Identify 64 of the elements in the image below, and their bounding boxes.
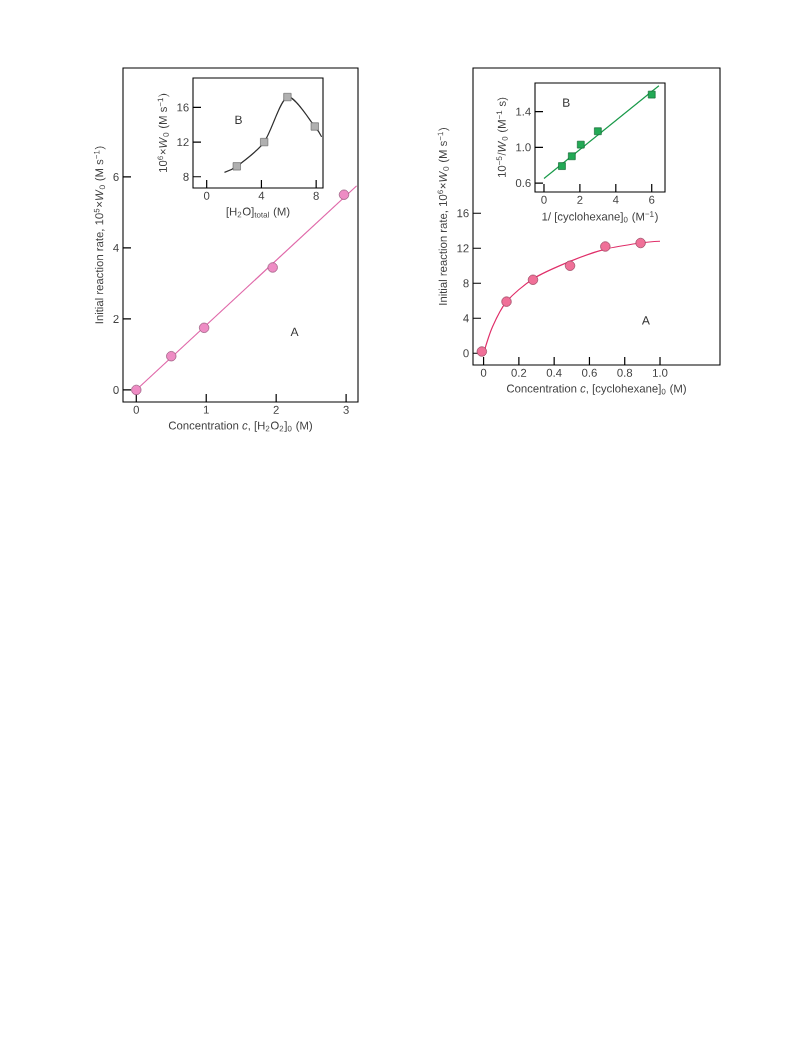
x-tick-label: 0 bbox=[480, 368, 487, 377]
y-tick-label: 16 bbox=[457, 209, 469, 218]
annotation: B bbox=[563, 98, 570, 107]
annotation: B bbox=[235, 115, 242, 124]
annotation: A bbox=[290, 327, 299, 336]
y-tick-label: 1.0 bbox=[516, 143, 531, 152]
y-tick-label: 0 bbox=[113, 385, 119, 394]
point bbox=[594, 127, 602, 136]
text: Concentration c, [H$_{2}$O$_{2}$]$_{0}$ (M) bbox=[168, 421, 312, 432]
y-tick-label: 8 bbox=[183, 172, 189, 181]
x-tick-label: 8 bbox=[313, 191, 319, 200]
y-tick-label: 0 bbox=[463, 349, 469, 358]
point bbox=[501, 296, 512, 307]
point bbox=[564, 260, 576, 271]
point bbox=[131, 384, 142, 396]
point bbox=[558, 162, 566, 170]
point bbox=[527, 274, 539, 285]
point bbox=[338, 189, 350, 200]
y-tick-label: 16 bbox=[177, 103, 189, 112]
x-tick-label: 2 bbox=[577, 195, 583, 204]
y-axis-title: Initial reaction rate, 10$^{5}$×W$_{0}$ (M s$^{−1}$) bbox=[93, 146, 106, 324]
x-tick-label: 4 bbox=[258, 191, 265, 200]
x-tick-label: 1 bbox=[203, 405, 209, 414]
y-tick-label: 12 bbox=[457, 244, 469, 253]
x-tick-label: 1.0 bbox=[653, 368, 668, 377]
x-tick-label: 0.4 bbox=[546, 368, 562, 377]
x-axis-title: 1/ [cyclohexane]$_{0}$ (M$^{−1}$) bbox=[542, 211, 658, 223]
x-tick-label: 4 bbox=[612, 195, 619, 204]
point bbox=[635, 237, 646, 249]
x-tick-label: 0.2 bbox=[511, 368, 527, 377]
x-tick-label: 0 bbox=[541, 195, 547, 204]
y-tick-label: 8 bbox=[463, 279, 469, 288]
y-tick-label: 6 bbox=[113, 172, 119, 181]
point bbox=[198, 322, 210, 333]
x-tick-label: 0.8 bbox=[617, 368, 633, 377]
point bbox=[576, 140, 585, 149]
y-tick-label: 0.6 bbox=[515, 179, 531, 188]
annotation: A bbox=[641, 316, 650, 325]
x-tick-label: 3 bbox=[343, 405, 349, 414]
y-tick-label: 4 bbox=[463, 314, 469, 323]
y-tick-label: 2 bbox=[113, 314, 119, 323]
y-tick-label: 4 bbox=[113, 244, 119, 252]
point bbox=[476, 346, 487, 357]
point bbox=[647, 90, 656, 99]
point bbox=[310, 122, 319, 131]
point bbox=[232, 162, 241, 171]
point bbox=[568, 152, 576, 161]
y-tick-label: 12 bbox=[177, 138, 189, 147]
y-axis-title: 10$^{−5}$/W$_{0}$ (M$^{−1}$ s) bbox=[496, 97, 509, 178]
point bbox=[267, 262, 278, 273]
point bbox=[260, 138, 269, 147]
x-tick-label: 6 bbox=[649, 195, 655, 204]
point bbox=[600, 241, 611, 252]
point bbox=[166, 351, 177, 362]
x-tick-label: 2 bbox=[273, 405, 279, 414]
x-axis-title: [H$_{2}$O]$_{total}$ (M) bbox=[226, 207, 290, 218]
y-tick-label: 1.4 bbox=[516, 107, 531, 116]
y-axis-title: 10$^{6}$×W$_{0}$ (M s$^{−1}$) bbox=[157, 93, 170, 172]
x-tick-label: 0 bbox=[133, 405, 139, 414]
x-axis-title: Concentration c, [cyclohexane]$_{0}$ (M) bbox=[506, 384, 686, 395]
x-tick-label: 0.6 bbox=[582, 368, 597, 377]
x-tick-label: 0 bbox=[203, 191, 210, 200]
point bbox=[283, 92, 292, 102]
y-axis-title: Initial reaction rate, 10$^{6}$×W$_{0}$ (M s$^{−1}$) bbox=[437, 127, 450, 305]
